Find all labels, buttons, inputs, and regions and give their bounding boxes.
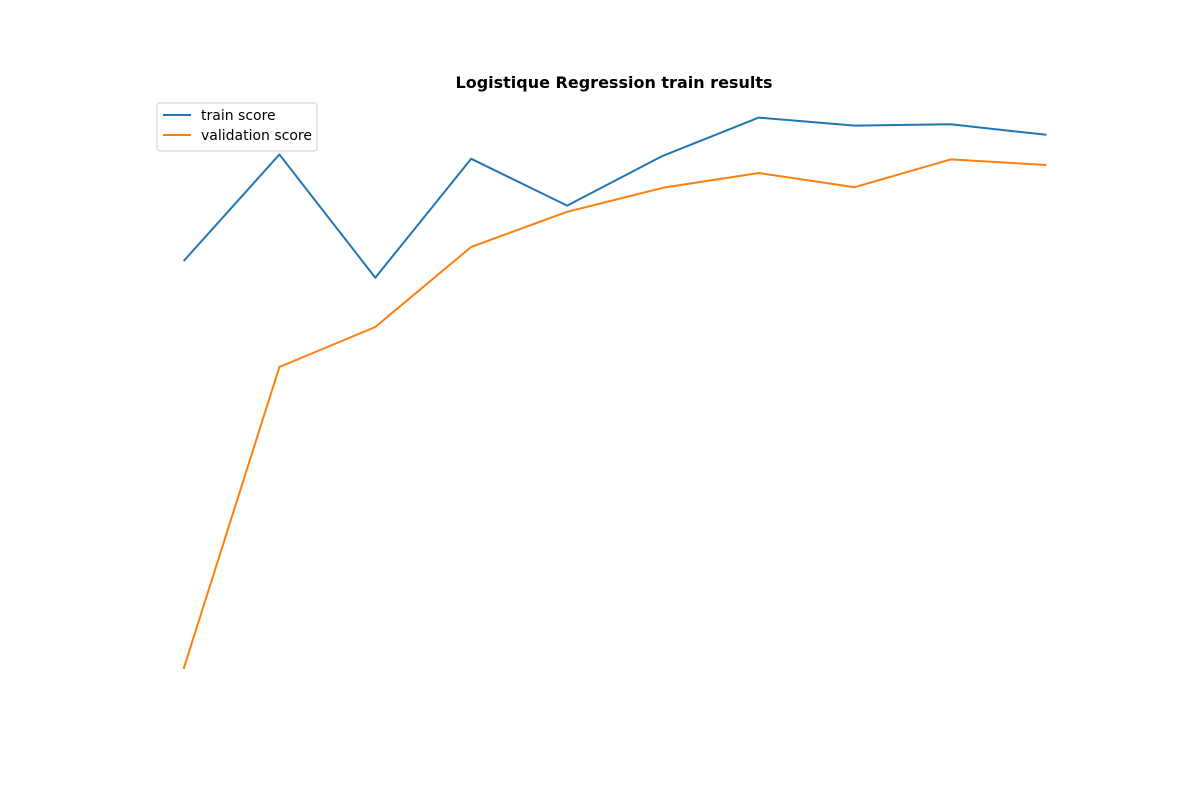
legend-box bbox=[156, 102, 318, 152]
legend-item: train score bbox=[163, 108, 276, 124]
series-1 bbox=[182, 116, 1047, 279]
series-layer bbox=[182, 116, 1047, 670]
series-line-2 bbox=[182, 158, 1047, 670]
legend: train score validation score bbox=[156, 102, 318, 152]
legend-label: validation score bbox=[201, 128, 312, 144]
legend-label: train score bbox=[201, 108, 276, 124]
series-line-1 bbox=[182, 116, 1047, 279]
chart-title: Logistique Regression train results bbox=[456, 73, 773, 92]
legend-item: validation score bbox=[163, 128, 312, 144]
series-2 bbox=[182, 158, 1047, 670]
